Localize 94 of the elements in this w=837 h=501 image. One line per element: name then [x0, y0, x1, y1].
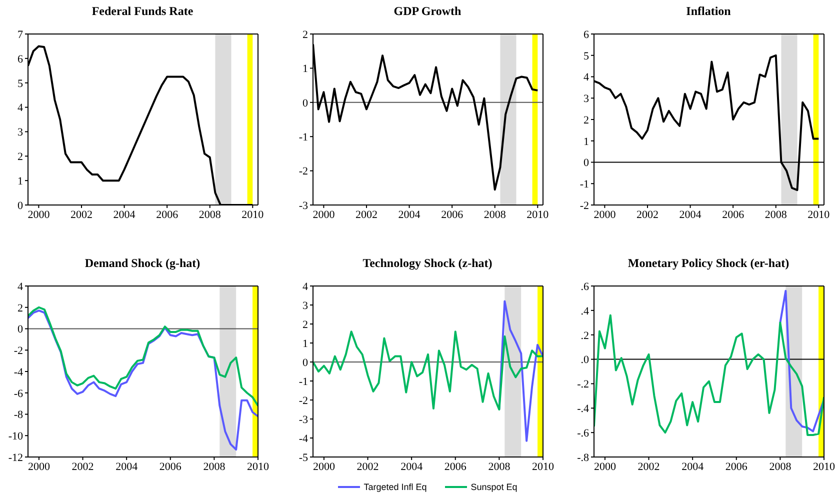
y-tick-label: -8 — [14, 409, 24, 422]
x-tick-label: 2008 — [488, 460, 511, 473]
y-tick-label: .6 — [580, 280, 590, 293]
x-tick-label: 2008 — [769, 460, 792, 473]
y-tick-label: 5 — [18, 78, 24, 90]
y-tick-label: 0 — [18, 200, 24, 212]
x-tick-label: 2006 — [722, 208, 745, 221]
legend-label: Sunspot Eq — [470, 482, 518, 492]
x-tick-label: 2000 — [594, 208, 616, 221]
y-tick-label: 2 — [302, 28, 308, 41]
x-tick-label: 2010 — [526, 208, 550, 221]
x-tick-label: 2006 — [441, 208, 464, 221]
chart-title: Demand Shock (g-hat) — [84, 256, 202, 271]
y-tick-label: -.2 — [577, 378, 589, 391]
chart-title: Inflation — [685, 4, 732, 19]
x-tick-label: 2006 — [444, 460, 467, 473]
x-tick-label: 2006 — [156, 208, 179, 221]
chart-title: GDP Growth — [392, 4, 462, 19]
y-tick-label: -4 — [14, 366, 24, 378]
y-tick-label: -10 — [8, 430, 24, 443]
y-tick-label: -.4 — [577, 403, 590, 416]
x-tick-label: 2004 — [116, 460, 138, 473]
y-tick-label: -5 — [298, 452, 308, 464]
y-tick-label: 1 — [302, 338, 308, 350]
x-tick-label: 2004 — [682, 460, 704, 473]
y-tick-label: 7 — [18, 28, 24, 41]
y-tick-label: 0 — [302, 97, 308, 110]
legend-label: Targeted Infl Eq — [364, 482, 427, 492]
y-tick-label: -4 — [298, 432, 308, 445]
x-tick-label: 2002 — [72, 460, 94, 473]
x-tick-label: 2004 — [398, 208, 421, 221]
y-tick-label: 6 — [18, 53, 24, 66]
y-tick-label: .0 — [580, 354, 590, 366]
x-tick-label: 2010 — [813, 460, 836, 473]
x-tick-label: 2000 — [312, 460, 336, 473]
x-tick-label: 2010 — [808, 208, 830, 221]
x-tick-label: 2000 — [28, 460, 50, 473]
x-tick-label: 2010 — [247, 460, 270, 473]
y-tick-label: 1 — [302, 63, 308, 76]
y-tick-label: .4 — [580, 305, 590, 318]
y-tick-label: 3 — [18, 126, 24, 139]
y-tick-label: 0 — [584, 157, 590, 170]
x-tick-label: 2008 — [764, 208, 788, 221]
x-tick-label: 2000 — [312, 208, 336, 221]
x-tick-label: 2002 — [638, 460, 660, 473]
x-tick-label: 2006 — [159, 460, 182, 473]
y-tick-label: 1 — [584, 136, 589, 148]
y-tick-label: 2 — [18, 302, 23, 314]
x-tick-label: 2010 — [242, 208, 264, 221]
x-tick-label: 2000 — [594, 460, 616, 473]
y-tick-label: -3 — [298, 414, 308, 426]
y-tick-label: 0 — [302, 356, 308, 369]
y-tick-label: -.8 — [577, 452, 590, 464]
y-tick-label: -.6 — [577, 427, 590, 440]
y-tick-label: 2 — [584, 114, 589, 126]
x-tick-label: 2006 — [725, 460, 748, 473]
x-tick-label: 2008 — [203, 460, 226, 473]
y-tick-label: 4 — [18, 102, 24, 114]
x-tick-label: 2008 — [484, 208, 506, 221]
y-tick-label: 4 — [302, 280, 308, 293]
x-tick-label: 2002 — [70, 208, 92, 221]
y-tick-label: 0 — [18, 324, 24, 336]
y-tick-label: -12 — [8, 452, 23, 464]
y-tick-label: 4 — [18, 280, 24, 293]
y-tick-label: -2 — [14, 345, 23, 358]
y-tick-label: 3 — [584, 93, 590, 106]
x-tick-label: 2002 — [636, 208, 658, 221]
y-tick-label: -1 — [580, 178, 589, 191]
chart-title: Monetary Policy Shock (er-hat) — [626, 256, 790, 271]
y-tick-label: -3 — [298, 200, 308, 212]
x-tick-label: 2002 — [356, 460, 379, 473]
y-tick-label: 2 — [302, 318, 308, 331]
y-tick-label: -1 — [298, 132, 308, 144]
y-tick-label: 1 — [18, 175, 23, 188]
x-tick-label: 2004 — [679, 208, 702, 221]
y-tick-label: 4 — [584, 72, 590, 84]
x-tick-label: 2004 — [400, 460, 424, 473]
y-tick-label: 5 — [584, 50, 590, 62]
y-tick-label: -2 — [298, 166, 308, 178]
y-tick-label: -6 — [14, 388, 24, 400]
x-tick-label: 2010 — [532, 460, 554, 473]
y-tick-label: -2 — [580, 200, 589, 212]
y-tick-label: 3 — [302, 300, 308, 312]
y-tick-label: -2 — [298, 394, 308, 407]
x-tick-label: 2000 — [28, 208, 50, 221]
y-tick-label: 2 — [18, 151, 23, 164]
y-tick-label: -1 — [298, 376, 308, 388]
x-tick-label: 2008 — [198, 208, 222, 221]
x-tick-label: 2002 — [355, 208, 378, 221]
y-tick-label: .2 — [580, 330, 589, 342]
y-tick-label: 6 — [584, 28, 590, 41]
x-tick-label: 2004 — [113, 208, 136, 221]
chart-title: Technology Shock (z-hat) — [362, 256, 494, 271]
chart-title: Federal Funds Rate — [90, 4, 194, 19]
